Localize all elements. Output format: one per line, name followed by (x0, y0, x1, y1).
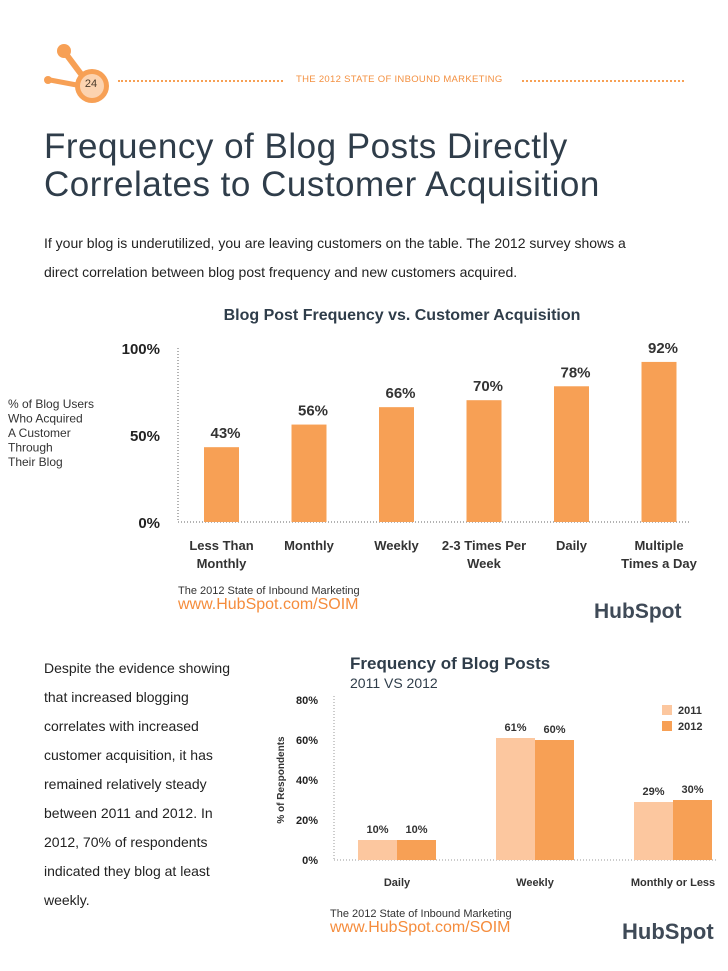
legend-entry: 2011 (678, 705, 702, 717)
body-line: that increased blogging (44, 689, 189, 705)
chart-customer-acquisition: Blog Post Frequency vs. Customer Acquisi… (8, 307, 698, 571)
x-tick-label: Week (467, 556, 501, 571)
x-tick-label: Less Than (189, 538, 253, 553)
intro-line: direct correlation between blog post fre… (44, 264, 518, 280)
data-label: 78% (560, 364, 590, 381)
body-line: weekly. (44, 892, 90, 908)
data-label: 43% (210, 425, 240, 442)
chart-title: Blog Post Frequency vs. Customer Acquisi… (224, 307, 581, 324)
data-label: 92% (648, 340, 678, 357)
chart-title: Frequency of Blog Posts (350, 654, 550, 673)
bar (554, 386, 589, 522)
legend-swatch (662, 705, 672, 715)
y-axis-label: Who Acquired (8, 412, 83, 426)
source-link[interactable]: www.HubSpot.com/SOIM (178, 596, 359, 613)
header-dotted-rule-left (118, 80, 283, 82)
data-label: 29% (642, 786, 664, 798)
body-paragraph: Despite the evidence showing that increa… (44, 654, 254, 915)
data-label: 30% (681, 784, 703, 796)
chart-subtitle: 2011 VS 2012 (350, 675, 438, 691)
hubspot-logo: HubSpot (622, 919, 714, 944)
body-line: Despite the evidence showing (44, 660, 231, 676)
x-tick-label: Multiple (634, 538, 683, 553)
page-number: 24 (84, 78, 98, 90)
y-axis-label: Their Blog (8, 455, 63, 469)
y-tick-label: 100% (122, 341, 160, 358)
bar-2012 (535, 740, 574, 860)
intro-line: If your blog is underutilized, you are l… (44, 235, 626, 251)
chart-frequency-2011-2012: Frequency of Blog Posts 2011 VS 2012 % of … (276, 654, 717, 889)
bar (379, 407, 414, 522)
x-tick-label: Weekly (374, 538, 419, 553)
chart1-source: The 2012 State of Inbound Marketing www.… (178, 585, 360, 613)
bar-2011 (634, 802, 673, 860)
y-axis-label: A Customer (8, 426, 71, 440)
y-tick-label: 0% (302, 855, 318, 867)
page-title-line: Frequency of Blog Posts Directly (44, 127, 568, 166)
x-tick-label: Times a Day (621, 556, 697, 571)
y-tick-label: 20% (296, 815, 318, 827)
bar-2011 (496, 738, 535, 860)
bar-2012 (673, 800, 712, 860)
source-caption: The 2012 State of Inbound Marketing (178, 585, 360, 597)
data-label: 56% (298, 403, 328, 420)
intro-paragraph: If your blog is underutilized, you are l… (44, 229, 684, 287)
bar-2012 (397, 840, 436, 860)
data-label: 61% (504, 722, 526, 734)
y-tick-label: 60% (296, 735, 318, 747)
header-dotted-rule-right (522, 80, 684, 82)
legend-swatch (662, 721, 672, 731)
data-label: 70% (473, 378, 503, 395)
y-tick-label: 0% (138, 515, 160, 532)
x-tick-label: Monthly (284, 538, 335, 553)
logo-text: HubSpot (622, 919, 714, 944)
x-tick-label: Monthly (197, 556, 248, 571)
hubspot-sprocket-icon (44, 44, 109, 103)
y-axis-label: % of Respondents (276, 736, 287, 824)
y-tick-label: 80% (296, 695, 318, 707)
body-line: between 2011 and 2012. In (44, 805, 213, 821)
y-axis-label: % of Blog Users (8, 397, 94, 411)
data-label: 66% (385, 385, 415, 402)
data-label: 60% (543, 724, 565, 736)
logo-text: HubSpot (594, 600, 681, 623)
body-line: indicated they blog at least (44, 863, 210, 879)
bar (641, 361, 677, 522)
x-tick-label: Monthly or Less (631, 877, 715, 889)
body-line: 2012, 70% of respondents (44, 834, 208, 850)
x-tick-label: Weekly (516, 877, 555, 889)
data-label: 10% (405, 824, 427, 836)
body-line: remained relatively steady (44, 776, 207, 792)
bar (466, 400, 502, 522)
body-line: correlates with increased (44, 718, 199, 734)
x-tick-label: 2-3 Times Per (442, 538, 526, 553)
bar (204, 447, 239, 522)
data-label: 10% (366, 824, 388, 836)
source-caption: The 2012 State of Inbound Marketing (330, 908, 512, 920)
body-line: customer acquisition, it has (44, 747, 213, 763)
legend-entry: 2012 (678, 721, 702, 733)
page-title-line: Correlates to Customer Acquisition (44, 165, 600, 204)
header-title: THE 2012 STATE OF INBOUND MARKETING (296, 74, 503, 85)
bar-2011 (358, 840, 397, 860)
hubspot-logo: HubSpot (594, 600, 681, 623)
bar (291, 424, 327, 522)
y-tick-label: 50% (130, 428, 160, 445)
x-tick-label: Daily (384, 877, 411, 889)
y-axis-label: Through (8, 441, 53, 455)
chart2-source: The 2012 State of Inbound Marketing www.… (330, 908, 512, 936)
y-tick-label: 40% (296, 775, 318, 787)
source-link[interactable]: www.HubSpot.com/SOIM (330, 919, 511, 936)
x-tick-label: Daily (556, 538, 588, 553)
page-title: Frequency of Blog Posts Directly Correla… (44, 128, 684, 204)
